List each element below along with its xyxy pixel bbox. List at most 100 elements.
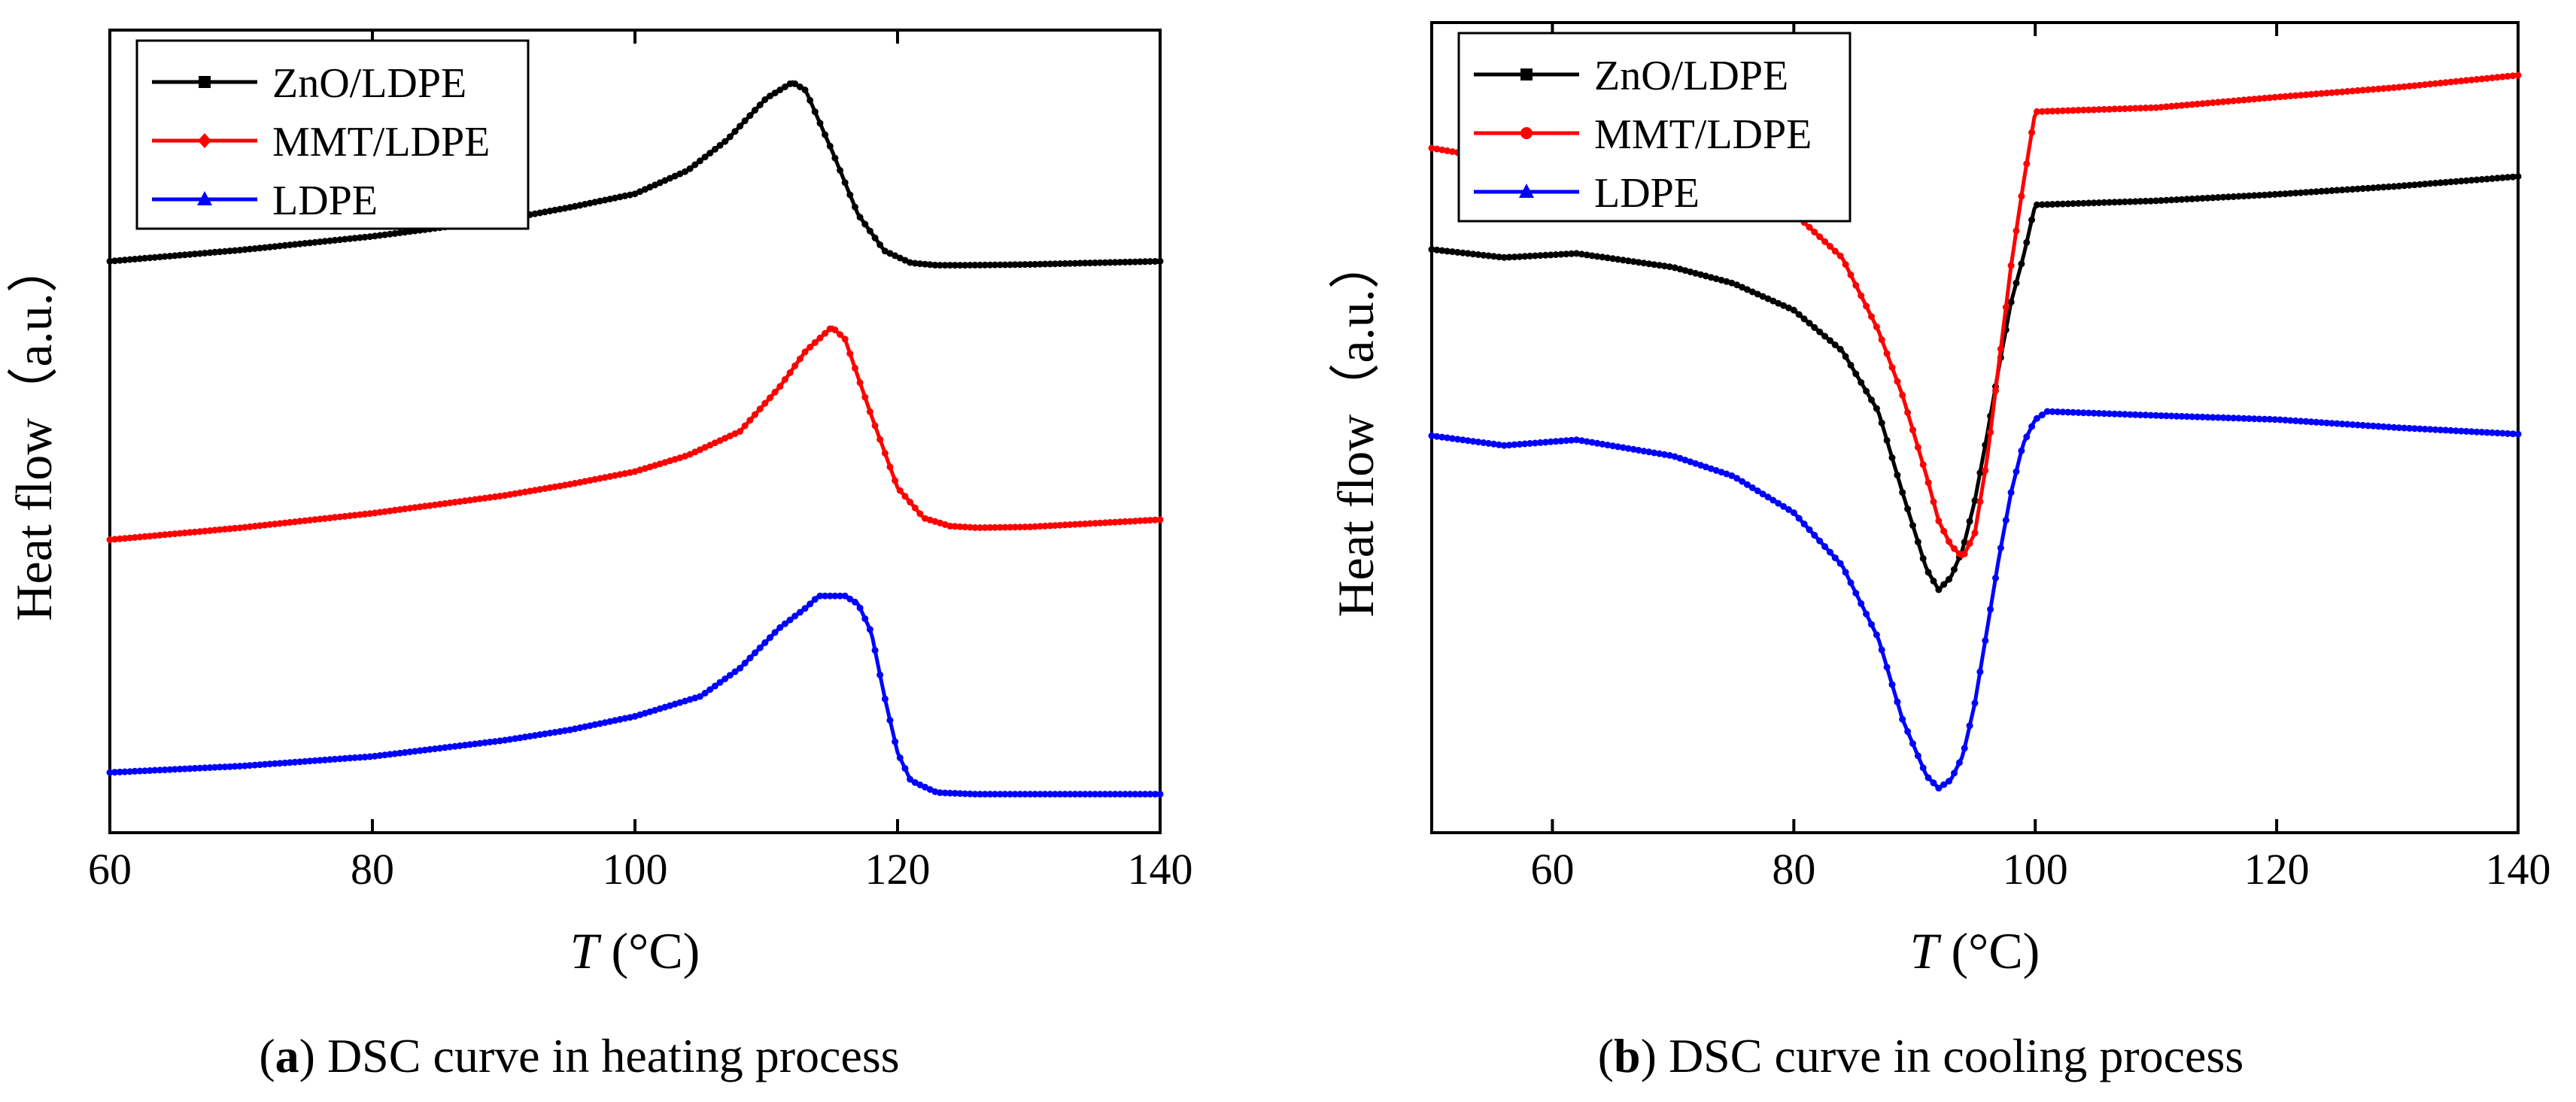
- data-point: [2183, 196, 2191, 203]
- data-point: [1946, 778, 1953, 785]
- data-point: [211, 764, 219, 771]
- data-point: [201, 527, 208, 535]
- data-point: [822, 131, 829, 138]
- data-point: [1640, 448, 1648, 455]
- data-point: [1775, 299, 1782, 307]
- data-point: [1490, 440, 1497, 448]
- data-point: [226, 525, 233, 533]
- data-point: [1754, 487, 1761, 494]
- data-point: [1051, 791, 1059, 798]
- data-point: [1858, 379, 1865, 386]
- data-point: [1086, 520, 1094, 527]
- series-line-mmt-ldpe: [109, 325, 1161, 542]
- data-point: [852, 203, 858, 211]
- data-point: [1096, 791, 1104, 798]
- data-point: [1971, 530, 1979, 536]
- data-point: [451, 742, 459, 750]
- data-point: [2473, 76, 2480, 83]
- data-point: [1066, 791, 1074, 798]
- data-point: [696, 157, 703, 165]
- data-point: [2416, 81, 2423, 89]
- caption-a-open: (: [259, 1029, 275, 1082]
- data-point: [281, 241, 289, 249]
- data-point: [937, 262, 943, 269]
- data-point: [1868, 396, 1875, 404]
- data-point: [2152, 104, 2160, 111]
- data-point: [327, 237, 333, 244]
- data-point: [1780, 302, 1788, 309]
- data-point: [1681, 457, 1689, 464]
- data-point: [796, 609, 803, 616]
- data-point: [1899, 715, 1906, 723]
- data-point: [2106, 105, 2113, 113]
- data-point: [746, 112, 754, 120]
- data-point: [1062, 521, 1069, 529]
- data-point: [2333, 187, 2341, 194]
- data-point: [2209, 99, 2216, 106]
- data-point: [871, 234, 879, 241]
- data-point: [907, 499, 914, 505]
- data-point: [1961, 745, 1968, 752]
- data-point: [2313, 90, 2320, 98]
- y-axis-label: Heat flow（a.u.）: [1327, 238, 1384, 617]
- data-point: [992, 524, 999, 531]
- data-point: [1739, 478, 1746, 485]
- data-point: [2271, 416, 2279, 423]
- data-point: [1552, 251, 1560, 258]
- data-point: [971, 524, 979, 531]
- data-point: [1449, 148, 1456, 156]
- data-point: [1987, 429, 1994, 436]
- data-point: [2385, 423, 2392, 431]
- data-point: [2349, 186, 2356, 193]
- data-point: [2235, 97, 2243, 104]
- data-point: [582, 723, 588, 730]
- data-point: [1096, 519, 1104, 527]
- chart-panel-a: 60 80 100 120 140 T (°C) Heat flow（a.u.） ZnO/LD…: [5, 29, 1193, 979]
- data-point: [2374, 184, 2382, 191]
- data-point: [321, 238, 329, 245]
- data-point: [1676, 454, 1684, 462]
- data-point: [2494, 175, 2501, 182]
- data-point: [1868, 313, 1875, 320]
- data-point: [2447, 178, 2455, 186]
- data-point: [1062, 260, 1069, 267]
- data-point: [1615, 256, 1621, 263]
- data-point: [311, 757, 319, 764]
- data-point: [571, 725, 579, 733]
- data-point: [2116, 411, 2123, 417]
- data-point: [1490, 253, 1497, 260]
- data-point: [1593, 253, 1601, 260]
- legend-label: ZnO/LDPE: [272, 60, 466, 107]
- data-point: [1604, 254, 1612, 262]
- data-point: [2338, 420, 2346, 428]
- data-point: [136, 767, 144, 775]
- data-point: [2494, 74, 2501, 81]
- data-point: [2095, 199, 2103, 206]
- data-point: [396, 749, 404, 757]
- data-point: [1516, 253, 1523, 260]
- data-point: [801, 348, 809, 356]
- data-point: [2043, 108, 2051, 115]
- data-point: [401, 229, 409, 236]
- data-point: [2514, 173, 2522, 181]
- data-point: [1645, 448, 1653, 456]
- data-point: [176, 765, 184, 773]
- data-point: [892, 738, 899, 745]
- data-point: [2214, 414, 2222, 421]
- data-point: [1438, 433, 1446, 441]
- data-point: [901, 493, 909, 500]
- data-point: [1126, 791, 1134, 798]
- data-point: [2034, 201, 2040, 208]
- data-point: [686, 451, 694, 458]
- data-point: [1692, 269, 1700, 277]
- data-point: [1946, 575, 1953, 583]
- data-point: [2344, 88, 2351, 95]
- data-point: [1526, 252, 1534, 260]
- data-point: [896, 754, 904, 761]
- data-point: [2349, 87, 2356, 95]
- data-point: [767, 394, 773, 402]
- data-point: [756, 644, 764, 651]
- data-point: [1428, 144, 1435, 152]
- data-point: [1116, 259, 1124, 266]
- data-point: [1081, 520, 1089, 527]
